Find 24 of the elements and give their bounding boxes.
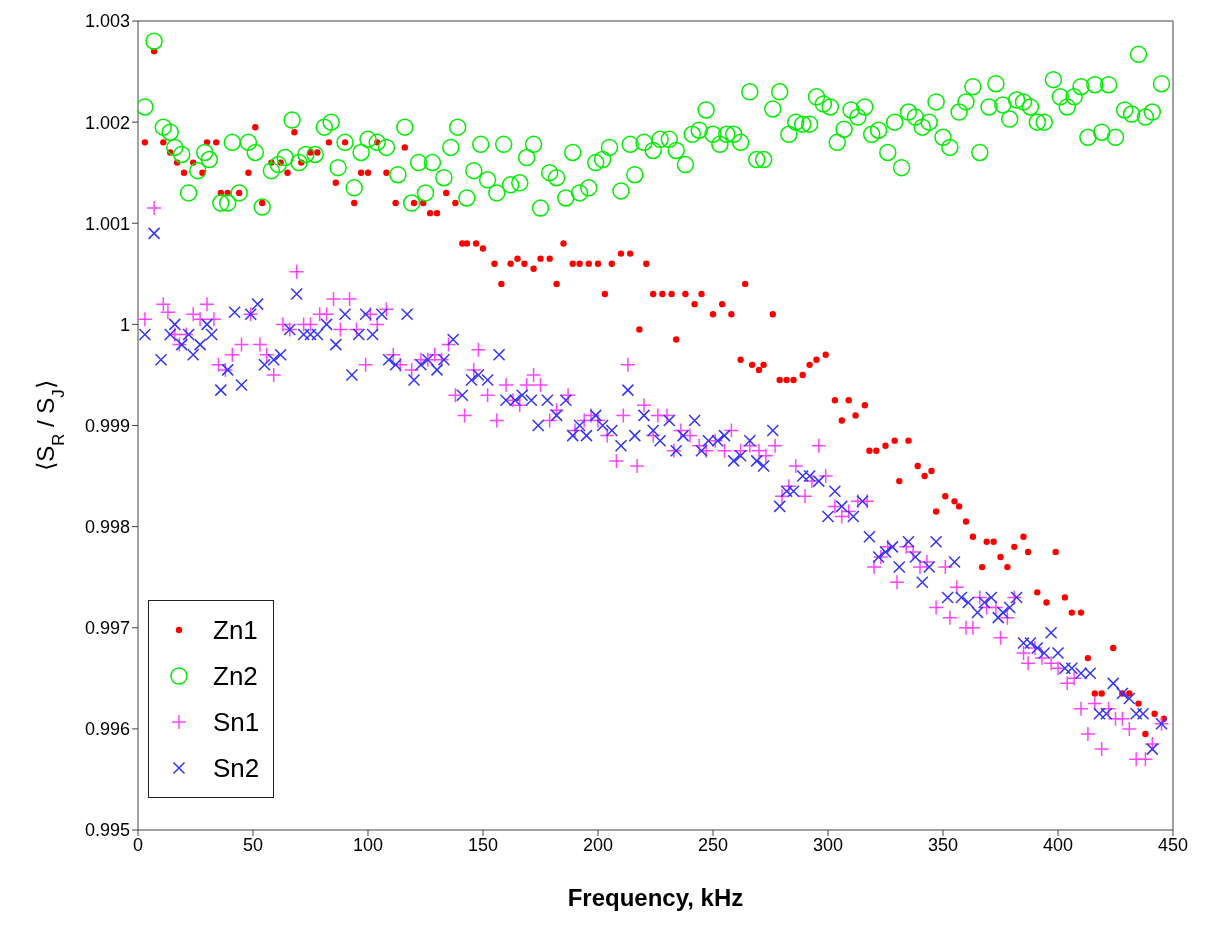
x-tick-label: 0	[132, 834, 144, 855]
y-tick-label: 1.001	[84, 213, 130, 234]
y-tick-label: 1.002	[84, 112, 130, 133]
legend-label: Zn1	[213, 614, 258, 646]
legend-label: Sn2	[213, 752, 260, 784]
x-tick-label: 450	[1157, 834, 1189, 855]
x-tick-label: 400	[1042, 834, 1074, 855]
legend-label: Zn2	[213, 660, 258, 692]
x-axis-title: Frequency, kHz	[567, 884, 744, 911]
x-tick-label: 200	[582, 834, 614, 855]
x-tick-label: 50	[242, 834, 264, 855]
x-tick-label: 100	[352, 834, 384, 855]
y-tick-label: 1	[119, 314, 130, 335]
y-tick-label: 1.003	[84, 11, 130, 32]
x-tick-label: 250	[697, 834, 729, 855]
legend-label: Sn1	[213, 706, 260, 738]
y-tick-label: 0.995	[84, 820, 130, 841]
y-tick-label: 0.998	[84, 517, 130, 538]
y-tick-label: 0.999	[84, 415, 130, 436]
x-tick-label: 150	[467, 834, 499, 855]
y-tick-label: 0.996	[84, 719, 130, 740]
x-tick-label: 350	[927, 834, 959, 855]
x-tick-label: 300	[812, 834, 844, 855]
y-tick-label: 0.997	[84, 618, 130, 639]
